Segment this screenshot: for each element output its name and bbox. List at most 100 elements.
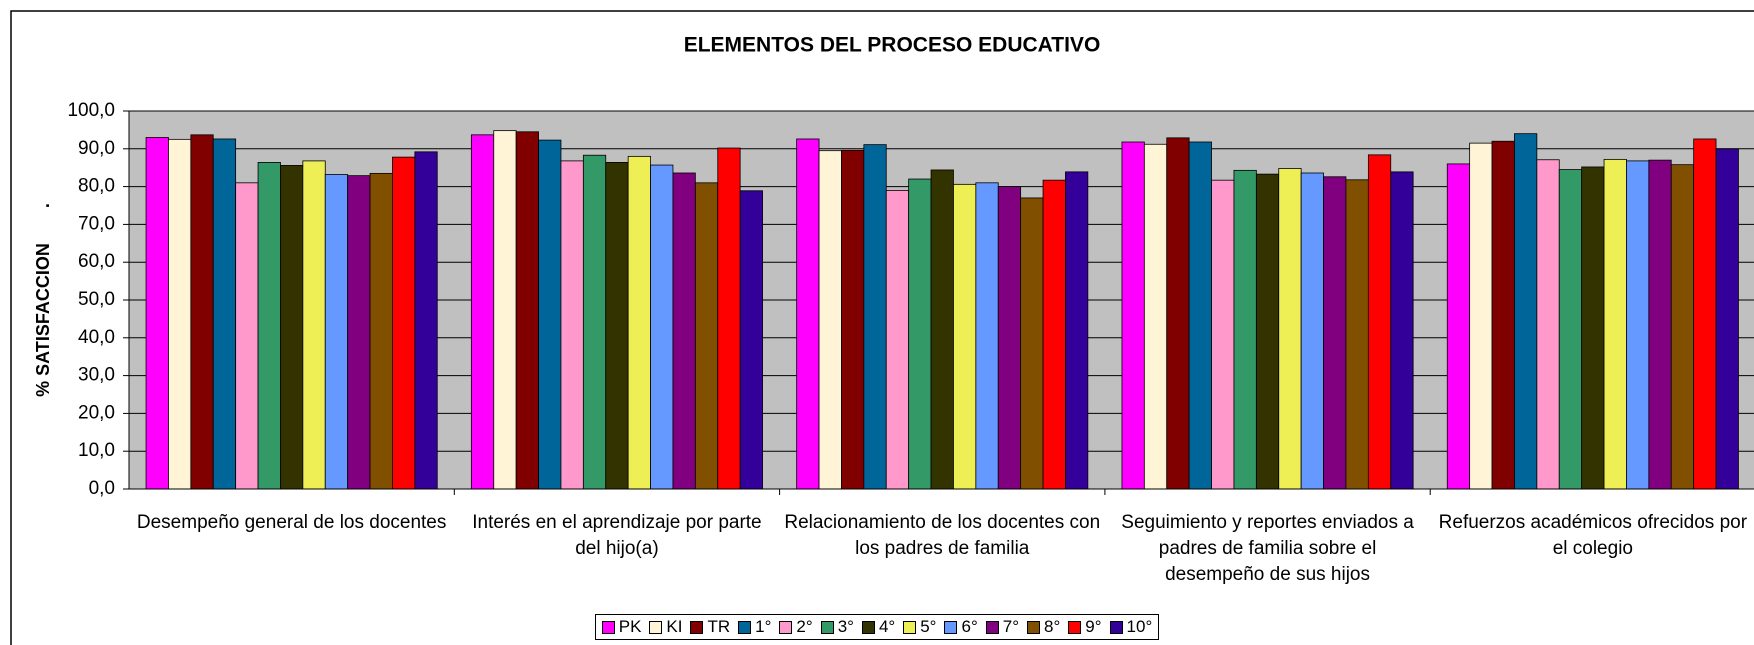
y-tick-label: 60,0 <box>78 251 115 272</box>
y-tick-label: 100,0 <box>67 100 115 121</box>
legend-label: 3° <box>837 617 854 636</box>
bar <box>627 155 651 490</box>
legend-item: 10° <box>1109 617 1153 637</box>
legend-item: 3° <box>820 617 854 637</box>
bar <box>1514 133 1538 490</box>
bar <box>796 138 820 490</box>
bar <box>1558 169 1583 490</box>
y-axis-label: % SATISFACCION . <box>33 203 53 397</box>
y-tick-label: 90,0 <box>78 138 115 159</box>
bar <box>1536 159 1560 490</box>
legend: PK KI TR 1° 2° 3° 4° 5° 6° 7° 8° 9° 10° <box>594 614 1160 640</box>
bar <box>605 162 629 490</box>
legend-label: KI <box>666 617 683 636</box>
bar <box>493 130 517 490</box>
bar <box>1233 169 1257 490</box>
legend-label: PK <box>618 617 642 636</box>
bar <box>953 183 977 490</box>
legend-swatch <box>944 620 958 634</box>
bar <box>1648 159 1672 490</box>
legend-swatch <box>601 620 615 634</box>
bar <box>1020 197 1044 490</box>
bar <box>235 182 259 490</box>
bar <box>302 160 326 490</box>
legend-item: 5° <box>903 617 936 637</box>
bar <box>1255 173 1280 490</box>
legend-swatch <box>1068 620 1082 634</box>
bar <box>1042 179 1066 490</box>
bar <box>863 144 887 490</box>
legend-item: 9° <box>1068 617 1102 637</box>
bar <box>414 151 438 490</box>
bar <box>1166 137 1190 490</box>
bar <box>975 182 999 490</box>
bar <box>1323 176 1347 490</box>
y-tick-label: 70,0 <box>78 213 115 234</box>
legend-label: 10° <box>1126 617 1153 636</box>
legend-item: TR <box>690 617 730 637</box>
x-tick-label: Interés en el aprendizaje por parte del … <box>472 512 762 559</box>
y-tick-label: 40,0 <box>78 327 115 348</box>
bar <box>841 149 865 490</box>
bar <box>1390 171 1414 490</box>
legend-swatch <box>690 620 704 634</box>
bar <box>212 138 237 490</box>
bar <box>1693 138 1717 490</box>
bar <box>168 138 192 490</box>
legend-item: 7° <box>985 617 1019 637</box>
bar <box>739 190 763 490</box>
legend-label: TR <box>707 617 731 636</box>
bar <box>582 154 607 490</box>
bar <box>1065 171 1089 490</box>
bar <box>650 164 674 490</box>
bar <box>560 160 584 490</box>
bar <box>818 150 842 490</box>
bar <box>1345 179 1369 490</box>
legend-wrap: PK KI TR 1° 2° 3° 4° 5° 6° 7° 8° 9° 10° <box>0 614 1754 640</box>
bar <box>1446 163 1471 490</box>
legend-label: 8° <box>1044 617 1061 636</box>
x-tick-label: Refuerzos académicos ofrecidos por el co… <box>1438 512 1748 559</box>
y-tick-label: 80,0 <box>78 176 115 197</box>
legend-label: 2° <box>796 617 813 636</box>
bar <box>280 165 304 490</box>
y-tick-label: 20,0 <box>78 402 115 423</box>
bar <box>1603 158 1627 490</box>
bar <box>694 182 719 490</box>
legend-item: 8° <box>1027 617 1060 637</box>
bar <box>1469 142 1493 490</box>
legend-swatch <box>861 620 875 634</box>
bar <box>1715 148 1739 490</box>
legend-item: 2° <box>779 617 813 637</box>
legend-swatch <box>1027 620 1041 634</box>
bar <box>1670 164 1695 490</box>
legend-swatch <box>649 620 663 634</box>
legend-label: 9° <box>1085 617 1102 636</box>
bar <box>1211 179 1235 490</box>
bar <box>1278 168 1302 490</box>
y-tick-label: 0,0 <box>89 478 115 499</box>
legend-label: 5° <box>920 617 937 636</box>
bar <box>347 175 371 490</box>
legend-item: 4° <box>861 617 895 637</box>
bar <box>1121 141 1145 490</box>
bar <box>190 134 214 490</box>
legend-item: 1° <box>738 617 771 637</box>
y-tick-label: 30,0 <box>78 365 115 386</box>
bar <box>515 131 539 490</box>
legend-swatch <box>985 620 999 634</box>
bar <box>672 172 696 490</box>
bar <box>885 189 910 490</box>
bar <box>145 137 169 490</box>
bar <box>1626 160 1650 490</box>
legend-swatch <box>903 620 917 634</box>
bar <box>717 147 741 490</box>
bar <box>1581 166 1605 490</box>
legend-swatch <box>738 620 752 634</box>
legend-swatch <box>779 620 793 634</box>
legend-item: KI <box>649 617 682 637</box>
bar <box>470 134 495 490</box>
y-tick-label: 10,0 <box>78 440 115 461</box>
bar <box>369 172 393 490</box>
